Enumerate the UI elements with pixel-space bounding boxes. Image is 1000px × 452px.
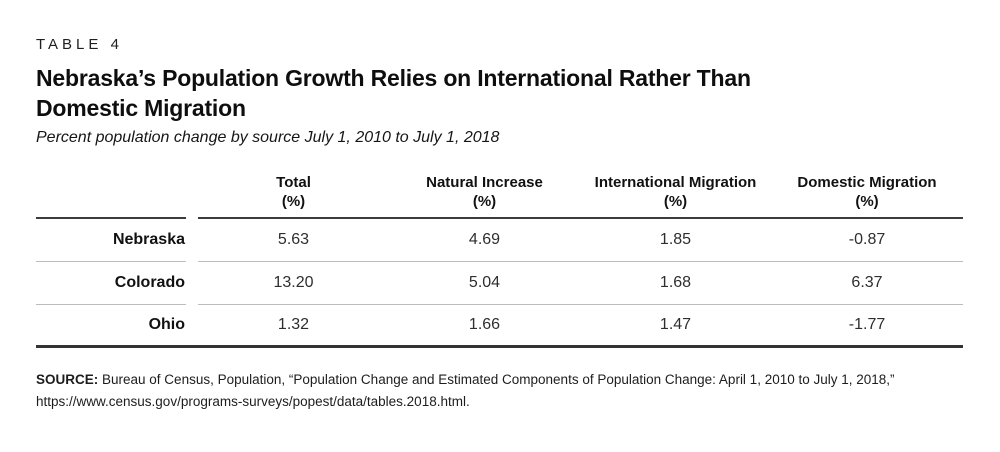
column-header-natural-increase: Natural Increase (%) xyxy=(389,173,580,219)
row-label: Nebraska xyxy=(36,219,186,262)
table-row-ohio: Ohio 1.32 1.66 1.47 -1.77 xyxy=(36,305,963,348)
column-header-label: Domestic Migration xyxy=(797,174,937,191)
column-header-international-migration: International Migration (%) xyxy=(580,173,771,219)
column-header-unit: (%) xyxy=(855,193,879,210)
table-title: Nebraska’s Population Growth Relies on I… xyxy=(36,63,881,123)
cell-nebraska-natural-increase: 4.69 xyxy=(389,219,580,262)
cell-colorado-domestic-migration: 6.37 xyxy=(771,262,963,305)
column-header-total: Total (%) xyxy=(198,173,389,219)
header-row: Total (%) Natural Increase (%) Internati… xyxy=(36,173,963,219)
cell-colorado-natural-increase: 5.04 xyxy=(389,262,580,305)
table-number-label: TABLE 4 xyxy=(36,36,123,53)
source-url: https://www.census.gov/programs-surveys/… xyxy=(36,393,470,409)
column-gap xyxy=(186,305,198,348)
column-header-label: Total xyxy=(276,174,311,191)
table-title-line1: Nebraska’s Population Growth Relies on I… xyxy=(36,65,751,91)
row-label: Colorado xyxy=(36,262,186,305)
cell-ohio-natural-increase: 1.66 xyxy=(389,305,580,348)
column-gap xyxy=(186,219,198,262)
table-subtitle: Percent population change by source July… xyxy=(36,129,500,146)
cell-ohio-domestic-migration: -1.77 xyxy=(771,305,963,348)
table-row-colorado: Colorado 13.20 5.04 1.68 6.37 xyxy=(36,262,963,305)
cell-nebraska-total: 5.63 xyxy=(198,219,389,262)
source-citation: Bureau of Census, Population, “Populatio… xyxy=(98,372,895,387)
table-title-line2: Domestic Migration xyxy=(36,95,246,121)
column-header-unit: (%) xyxy=(663,193,688,210)
column-header-unit: (%) xyxy=(281,193,306,210)
cell-nebraska-international-migration: 1.85 xyxy=(580,219,771,262)
column-gap xyxy=(186,173,198,219)
column-gap xyxy=(186,262,198,305)
table-row-nebraska: Nebraska 5.63 4.69 1.85 -0.87 xyxy=(36,219,963,262)
cell-ohio-total: 1.32 xyxy=(198,305,389,348)
cell-ohio-international-migration: 1.47 xyxy=(580,305,771,348)
row-label: Ohio xyxy=(36,305,186,348)
cell-nebraska-domestic-migration: -0.87 xyxy=(771,219,963,262)
column-header-domestic-migration: Domestic Migration (%) xyxy=(771,173,963,219)
column-header-label: Natural Increase xyxy=(426,174,543,191)
cell-colorado-total: 13.20 xyxy=(198,262,389,305)
header-row-label-cell xyxy=(36,173,186,219)
cell-colorado-international-migration: 1.68 xyxy=(580,262,771,305)
population-change-table: Total (%) Natural Increase (%) Internati… xyxy=(36,173,963,348)
column-header-label: International Migration xyxy=(594,174,757,191)
column-header-unit: (%) xyxy=(472,193,497,210)
source-label: SOURCE: xyxy=(36,372,99,387)
source-note: SOURCE: Bureau of Census, Population, “P… xyxy=(36,369,961,412)
